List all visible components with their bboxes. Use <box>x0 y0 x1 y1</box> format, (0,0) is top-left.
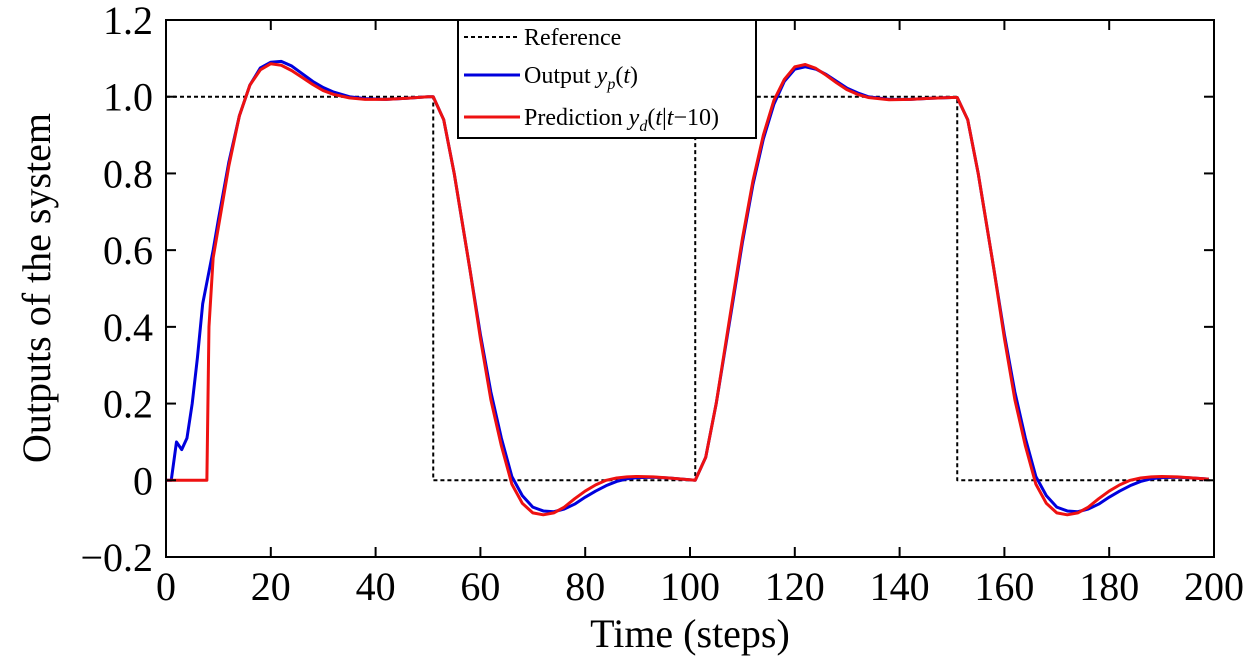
y-tick-label: −0.2 <box>80 535 153 580</box>
y-tick-label: 0.4 <box>103 305 153 350</box>
series-reference-line <box>166 95 1214 482</box>
axis-ticks: 0 20 40 60 80 100 120 140 160 180 200−0.200.20.40.… <box>80 0 1244 609</box>
y-tick-label: 0.2 <box>103 382 153 427</box>
legend-label-prediction: Prediction yd(t|t−10) <box>524 105 719 135</box>
x-tick-label: 60 <box>460 564 500 609</box>
series-prediction-line <box>166 62 1209 517</box>
x-axis-title: Time (steps) <box>590 611 790 656</box>
y-axis-title: Outputs of the system <box>14 113 59 463</box>
legend-label-output: Output yp(t) <box>524 63 638 93</box>
x-tick-label: 80 <box>565 564 605 609</box>
legend: Reference Output yp(t) Prediction yd(t|t… <box>457 19 757 139</box>
x-tick-label: 160 <box>974 564 1034 609</box>
x-tick-label: 140 <box>870 564 930 609</box>
y-tick-label: 1.0 <box>103 75 153 120</box>
series-layer <box>166 59 1214 517</box>
x-tick-label: 0 <box>156 564 176 609</box>
y-tick-label: 0.6 <box>103 228 153 273</box>
x-tick-label: 200 <box>1184 564 1244 609</box>
x-tick-label: 20 <box>251 564 291 609</box>
x-tick-label: 120 <box>765 564 825 609</box>
y-tick-label: 0.8 <box>103 151 153 196</box>
x-tick-label: 180 <box>1079 564 1139 609</box>
x-tick-label: 100 <box>660 564 720 609</box>
y-tick-label: 1.2 <box>103 0 153 43</box>
y-tick-label: 0 <box>133 458 153 503</box>
x-tick-label: 40 <box>356 564 396 609</box>
legend-label-reference: Reference <box>524 25 621 51</box>
